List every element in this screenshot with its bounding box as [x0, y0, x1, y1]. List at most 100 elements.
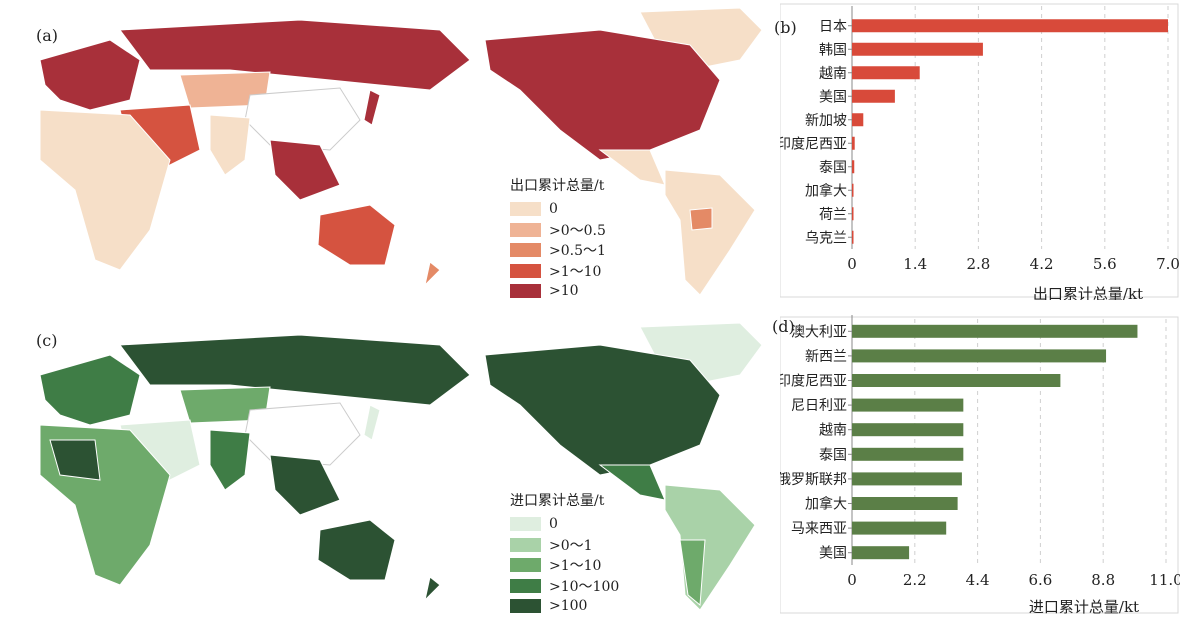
map-region-argentina [679, 539, 706, 607]
bar [852, 546, 910, 560]
panel-c-label: (c) [36, 331, 58, 350]
legend-swatch [510, 202, 541, 217]
bar [852, 521, 947, 535]
export-map-legend: 出口累计总量/t 0 >0～0.5 >0.5～1 >1～10 >10 [510, 175, 606, 302]
legend-swatch [510, 599, 541, 614]
category-label: 加拿大 [805, 182, 847, 199]
bar [852, 160, 855, 174]
map-region-india [209, 114, 251, 176]
legend-item: >1～10 [510, 261, 606, 282]
legend-label: >0.5～1 [549, 243, 606, 260]
legend-item: 0 [510, 199, 606, 220]
legend-label: >100 [549, 598, 588, 615]
category-label: 韩国 [819, 42, 847, 58]
import-bar-chart: 0 2.2 4.4 6.6 8.8 11.0 澳大利亚新西兰印度尼西亚尼日利亚越南泰国俄罗斯… [780, 315, 1180, 615]
x-tick-label: 8.8 [1091, 571, 1115, 589]
legend-label: >10～100 [549, 578, 620, 595]
map-region-japan [363, 404, 381, 441]
legend-swatch [510, 284, 541, 299]
import-map-legend: 进口累计总量/t 0 >0～1 >1～10 >10～100 >100 [510, 490, 619, 617]
plot-frame [780, 316, 1179, 614]
bar [852, 497, 958, 510]
category-label: 越南 [819, 66, 847, 82]
legend-label: 0 [549, 516, 558, 533]
map-region-russia [119, 334, 471, 406]
bar [852, 19, 1168, 33]
x-tick-label: 5.6 [1093, 255, 1117, 273]
bar [852, 398, 964, 412]
bar [852, 42, 983, 56]
legend-label: >10 [549, 283, 579, 300]
map-region-central-america [598, 149, 666, 186]
map-region-new-zealand [424, 576, 441, 602]
legend-label: 0 [549, 201, 558, 218]
category-label: 加拿大 [805, 496, 847, 513]
import-legend-items: 0 >0～1 >1～10 >10～100 >100 [510, 514, 619, 617]
x-tick-label: 2.8 [966, 255, 990, 273]
legend-swatch [510, 222, 541, 237]
export-bar-chart: 0 1.4 2.8 4.2 5.6 7.0 日本韩国越南美国新加坡印度尼西亚泰国加拿大荷兰乌… [780, 3, 1180, 300]
category-label: 新加坡 [805, 113, 847, 129]
legend-swatch [510, 578, 541, 593]
export-legend-title: 出口累计总量/t [510, 178, 605, 194]
map-region-africa [39, 109, 171, 271]
category-label: 日本 [819, 19, 847, 35]
map-region-australia [317, 519, 396, 581]
legend-item: >10～100 [510, 576, 619, 597]
x-axis-label: 出口累计总量/kt [1033, 285, 1143, 300]
category-label: 越南 [819, 423, 847, 439]
map-region-southeast-asia [269, 139, 341, 201]
map-region-japan [363, 89, 381, 126]
bar [852, 472, 962, 486]
map-region-southeast-asia [269, 454, 341, 516]
legend-item: >0.5～1 [510, 240, 606, 261]
bar [852, 423, 964, 437]
category-label: 印度尼西亚 [780, 374, 847, 390]
legend-item: >10 [510, 281, 606, 302]
x-tick-label: 0 [847, 571, 857, 589]
map-region-russia [119, 19, 471, 91]
export-bar-panel: 0 1.4 2.8 4.2 5.6 7.0 日本 韩国 越南 美国 新加坡 印度尼西亚 泰国 加拿大 荷兰乌… [774, 0, 1180, 300]
legend-label: >1～10 [549, 263, 602, 280]
export-map-panel: (a) 出口累计总量/t 0 >0～0.5 >0.5～1 >1～10 >10 [0, 0, 770, 300]
map-region-north-america [484, 344, 721, 476]
category-label: 泰国 [819, 447, 847, 463]
bar [852, 66, 920, 80]
import-world-map [39, 322, 763, 611]
x-tick-label: 2.2 [903, 571, 927, 589]
x-tick-label: 11.0 [1149, 571, 1180, 589]
category-label: 俄罗斯联邦 [780, 472, 847, 488]
panel-d-label: (d) [772, 317, 795, 336]
map-region-new-zealand [424, 261, 441, 287]
x-tick-label: 4.4 [966, 571, 990, 589]
map-region-india [209, 429, 251, 491]
map-region-china [244, 87, 361, 151]
import-bar-panel: 0 2.2 4.4 6.6 8.8 11.0 澳大利亚 新西兰 印度尼西亚 尼日利亚 越南 泰国 俄罗斯… [772, 315, 1180, 615]
category-label: 美国 [819, 546, 847, 562]
import-legend-title: 进口累计总量/t [510, 493, 605, 509]
legend-item: >0～1 [510, 535, 619, 556]
bar [852, 113, 864, 127]
bar [852, 324, 1138, 338]
map-region-west-africa [49, 439, 101, 481]
category-label: 泰国 [819, 160, 847, 176]
x-axis-label: 进口累计总量/kt [1029, 598, 1139, 615]
map-region-europe [39, 39, 141, 111]
category-label: 荷兰 [819, 207, 847, 223]
bar [852, 230, 854, 244]
legend-item: >0～0.5 [510, 220, 606, 241]
category-label: 澳大利亚 [791, 324, 847, 340]
category-label: 印度尼西亚 [780, 136, 847, 152]
x-tick-label: 7.0 [1156, 255, 1180, 273]
legend-swatch [510, 537, 541, 552]
category-label: 乌克兰 [805, 230, 847, 246]
category-label: 尼日利亚 [791, 398, 847, 414]
category-label: 新西兰 [805, 349, 847, 365]
map-region-south-america [664, 484, 756, 611]
map-region-australia [317, 204, 396, 266]
legend-label: >0～0.5 [549, 222, 606, 239]
legend-label: >0～1 [549, 537, 593, 554]
plot-frame [780, 3, 1179, 298]
legend-label: >1～10 [549, 558, 602, 575]
import-map-panel: (c) 进口累计总量/t 0 >0～1 >1～10 >10～100 >100 [0, 315, 770, 615]
